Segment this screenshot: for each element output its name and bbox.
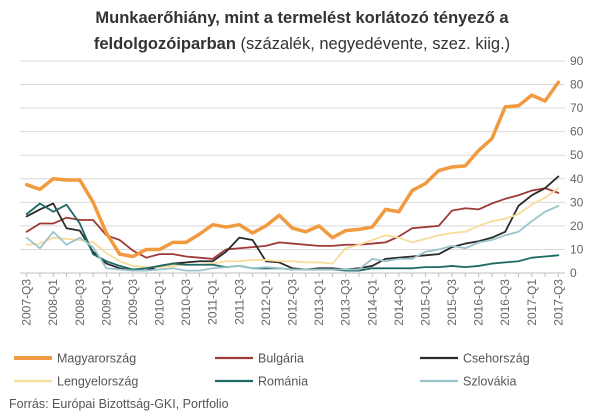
y-tick-label: 70 [570, 101, 584, 115]
x-tick-label: 2017-Q1 [525, 279, 539, 326]
x-tick-label: 2017-Q3 [551, 279, 565, 326]
x-tick-label: 2012-Q3 [286, 279, 300, 326]
y-tick-label: 90 [570, 54, 584, 68]
y-tick-label: 40 [570, 172, 584, 186]
legend-label: Csehország [463, 352, 530, 366]
x-tick-label: 2009-Q1 [99, 279, 113, 326]
legend-item: Lengyelország [14, 375, 138, 389]
chart-title-line-1: Munkaerőhiány, mint a termelést korlátoz… [95, 9, 509, 27]
y-tick-label: 30 [570, 195, 584, 209]
gridlines [20, 60, 565, 274]
y-tick-label: 10 [570, 242, 584, 256]
y-tick-label: 80 [570, 78, 584, 92]
legend-label: Lengyelország [57, 375, 138, 389]
series-line-5 [25, 204, 560, 272]
x-tick-label: 2013-Q1 [312, 279, 326, 326]
plot-area [24, 80, 561, 272]
series-line-1 [25, 187, 560, 260]
x-tick-label: 2010-Q1 [153, 279, 167, 326]
legend: Magyarország Bulgária Csehország Lengyelors… [14, 352, 530, 389]
x-tick-label: 2009-Q3 [126, 279, 140, 326]
legend-item: Románia [215, 375, 308, 389]
x-tick-label: 2014-Q1 [365, 279, 379, 326]
legend-label: Szlovákia [463, 375, 517, 389]
x-tick-label: 2015-Q3 [445, 279, 459, 326]
y-axis: 0 10 20 30 40 50 60 70 80 90 [570, 54, 584, 280]
legend-item: Csehország [420, 352, 530, 366]
x-tick-label: 2011-Q1 [206, 279, 220, 325]
legend-label: Románia [258, 375, 308, 389]
series-line-0 [24, 80, 561, 259]
x-tick-label: 2010-Q3 [179, 279, 193, 326]
legend-item: Szlovákia [420, 375, 517, 389]
x-tick-label: 2011-Q3 [232, 279, 246, 325]
x-axis: 2007-Q3 2008-Q1 2008-Q3 2009-Q1 2009-Q3 2010-… [20, 272, 565, 326]
x-tick-label: 2008-Q1 [46, 279, 60, 326]
legend-label: Bulgária [258, 352, 304, 366]
chart-title-line-2-bold: feldolgozóiparban [94, 35, 236, 53]
y-tick-label: 50 [570, 148, 584, 162]
x-tick-label: 2012-Q1 [259, 279, 273, 326]
x-tick-label: 2016-Q1 [472, 279, 486, 326]
y-tick-label: 60 [570, 125, 584, 139]
x-tick-label: 2016-Q3 [498, 279, 512, 326]
x-tick-label: 2015-Q1 [418, 279, 432, 326]
chart-title-line-2: feldolgozóiparban (százalék, negyedévent… [94, 35, 510, 53]
x-tick-label: 2014-Q3 [392, 279, 406, 326]
chart-subtitle: (százalék, negyedévente, szez. kiig.) [236, 35, 510, 53]
series-line-3 [25, 187, 560, 269]
legend-label: Magyarország [57, 352, 136, 366]
x-tick-label: 2013-Q3 [339, 279, 353, 326]
y-tick-label: 0 [570, 266, 577, 280]
x-tick-label: 2007-Q3 [20, 279, 34, 326]
x-tick-label: 2008-Q3 [73, 279, 87, 326]
y-tick-label: 20 [570, 219, 584, 233]
legend-item: Magyarország [14, 352, 136, 366]
source-note: Forrás: Európai Bizottság-GKI, Portfolio [9, 397, 229, 411]
legend-item: Bulgária [215, 352, 304, 366]
series-line-2 [25, 175, 560, 272]
